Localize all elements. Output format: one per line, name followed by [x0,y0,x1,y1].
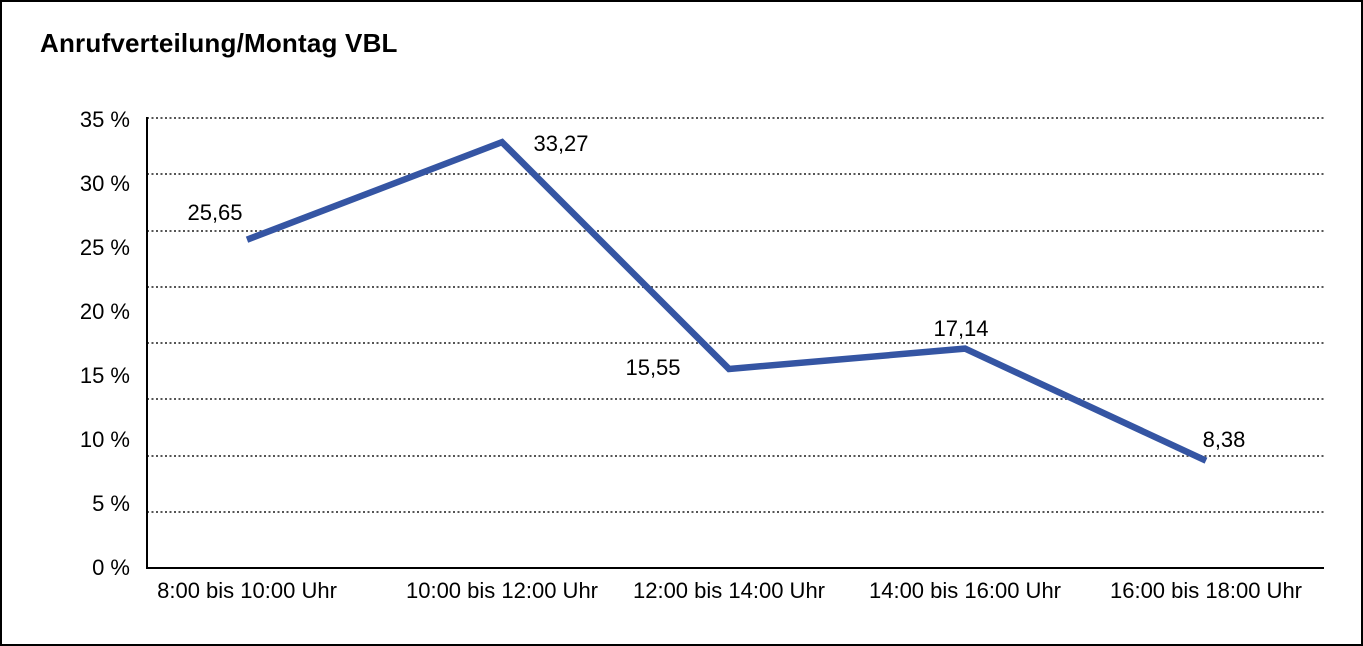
data-point-label: 25,65 [187,199,243,225]
x-axis-category-label: 10:00 bis 12:00 Uhr [405,578,599,603]
gridline [147,285,1324,288]
y-axis-tick-label: 20 % [79,299,130,324]
x-axis-category-label: 8:00 bis 10:00 Uhr [157,578,337,603]
y-axis-tick-label: 5 % [92,491,130,516]
gridline [147,117,1324,119]
x-axis-category-label: 16:00 bis 18:00 Uhr [1109,578,1303,603]
y-axis-tick-label: 15 % [79,363,130,388]
y-axis-tick-label: 10 % [79,427,130,452]
x-axis-line [146,567,1324,569]
gridline [147,342,1324,344]
gridline [147,510,1324,513]
data-point-label: 17,14 [933,315,989,341]
data-point-label: 33,27 [533,131,589,157]
data-point-label: 15,55 [625,354,681,380]
y-axis-tick-label: 25 % [79,235,130,260]
y-axis-line [146,117,148,568]
gridline [147,454,1324,457]
y-axis-tick-label: 35 % [79,107,130,132]
data-point-label: 8,38 [1202,426,1246,452]
chart-title: Anrufverteilung/Montag VBL [40,28,398,58]
gridline [147,173,1324,176]
gridline [147,229,1324,232]
data-line [245,138,1208,464]
gridline [147,398,1324,401]
x-axis-category-label: 12:00 bis 14:00 Uhr [632,578,826,603]
y-axis-tick-label: 30 % [79,171,130,196]
x-axis-category-label: 14:00 bis 16:00 Uhr [868,578,1062,603]
y-axis-tick-label: 0 % [92,555,130,580]
